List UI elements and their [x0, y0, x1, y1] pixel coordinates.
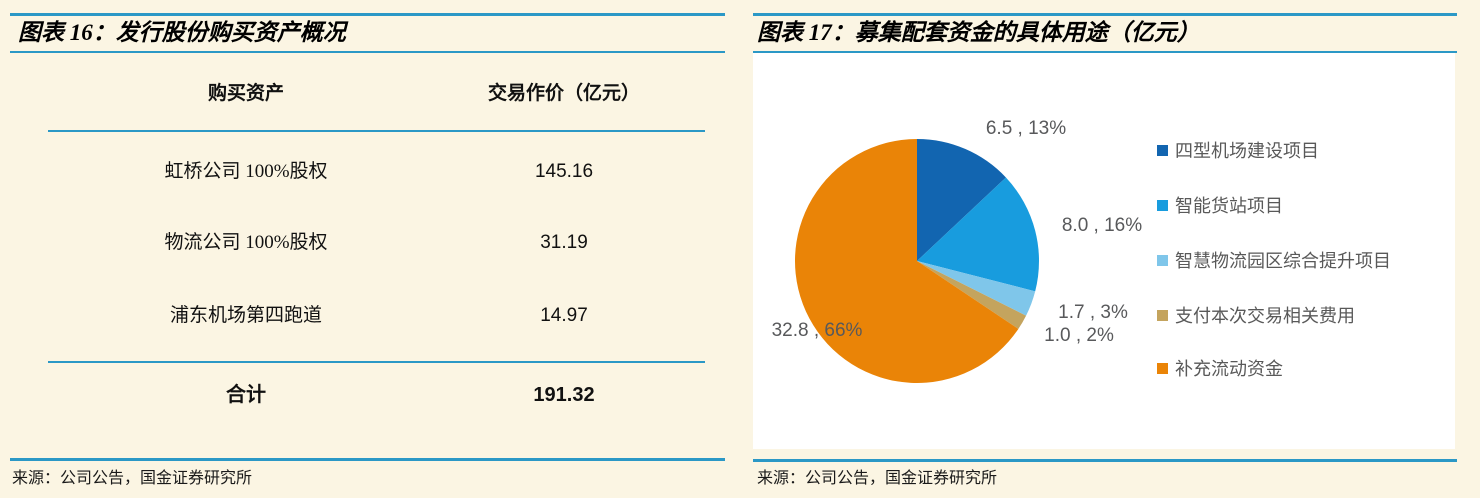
- pie-chart: [794, 139, 1040, 383]
- legend-item: 四型机场建设项目: [1157, 139, 1319, 161]
- table-header-divider: [48, 130, 705, 132]
- table-total-row: 合计 191.32: [48, 382, 705, 408]
- figure-16-title: 图表 16：发行股份购买资产概况: [18, 20, 346, 45]
- asset-cell: 虹桥公司 100%股权: [164, 161, 328, 182]
- figure-bottom-rule: [753, 459, 1457, 462]
- figure-top-rule: [10, 13, 725, 16]
- source-note: 来源：公司公告，国金证券研究所: [757, 470, 998, 487]
- legend-swatch-icon: [1157, 199, 1168, 211]
- price-cell: 31.19: [540, 232, 588, 253]
- figure-title-rule: [753, 51, 1457, 53]
- pie-slice: [794, 139, 1019, 383]
- figure-top-rule: [753, 13, 1457, 16]
- table-row: 浦东机场第四跑道 14.97: [48, 303, 705, 329]
- price-cell: 14.97: [540, 305, 588, 326]
- legend-swatch-icon: [1157, 144, 1168, 156]
- pie-slice-label: 1.0 , 2%: [1044, 325, 1114, 346]
- pie-slice-label: 8.0 , 16%: [1061, 215, 1143, 236]
- pie-slice: [917, 177, 1040, 292]
- pie-slice: [917, 261, 1027, 329]
- asset-cell: 浦东机场第四跑道: [169, 305, 322, 326]
- total-label: 合计: [226, 384, 266, 406]
- figure-title-rule: [10, 51, 725, 53]
- pie-slice-label: 1.7 , 3%: [1058, 302, 1128, 323]
- figure-bottom-rule: [10, 458, 725, 461]
- figure-17-title: 图表 17：募集配套资金的具体用途（亿元）: [757, 20, 1200, 45]
- pie-slice-label: 32.8 , 66%: [771, 320, 863, 341]
- pie-chart-area: 6.5 , 13% 8.0 , 16% 1.7 , 3% 1.0 , 2% 32…: [753, 53, 1455, 449]
- table-row: 物流公司 100%股权 31.19: [48, 230, 705, 256]
- legend-label: 四型机场建设项目: [1175, 141, 1319, 161]
- legend-item: 智慧物流园区综合提升项目: [1157, 249, 1391, 271]
- legend-item: 补充流动资金: [1157, 357, 1283, 379]
- legend-item: 支付本次交易相关费用: [1157, 304, 1355, 326]
- table-row: 虹桥公司 100%股权 145.16: [48, 159, 705, 185]
- asset-cell: 物流公司 100%股权: [164, 232, 328, 253]
- legend-label: 智慧物流园区综合提升项目: [1175, 251, 1391, 271]
- pie-slice: [917, 261, 1036, 316]
- pie-slice-label: 6.5 , 13%: [985, 118, 1067, 139]
- source-note: 来源：公司公告，国金证券研究所: [12, 470, 253, 487]
- legend-swatch-icon: [1157, 309, 1168, 321]
- legend-swatch-icon: [1157, 362, 1168, 374]
- legend-label: 智能货站项目: [1175, 196, 1283, 216]
- table-header-row: 购买资产 交易作价（亿元）: [48, 81, 705, 107]
- legend-label: 补充流动资金: [1175, 359, 1283, 379]
- table-total-divider: [48, 361, 705, 363]
- total-value: 191.32: [533, 384, 595, 406]
- table-header-asset: 购买资产: [207, 83, 284, 104]
- legend-label: 支付本次交易相关费用: [1175, 306, 1355, 326]
- figure-17-panel: 图表 17：募集配套资金的具体用途（亿元） 6.5 , 13% 8.0 , 16…: [753, 0, 1457, 498]
- figure-16-panel: 图表 16：发行股份购买资产概况 购买资产 交易作价（亿元） 虹桥公司 100%…: [10, 0, 725, 498]
- price-cell: 145.16: [534, 161, 594, 182]
- legend-swatch-icon: [1157, 254, 1168, 266]
- pie-slice: [917, 139, 1006, 261]
- legend-item: 智能货站项目: [1157, 194, 1283, 216]
- table-header-price: 交易作价（亿元）: [487, 83, 640, 104]
